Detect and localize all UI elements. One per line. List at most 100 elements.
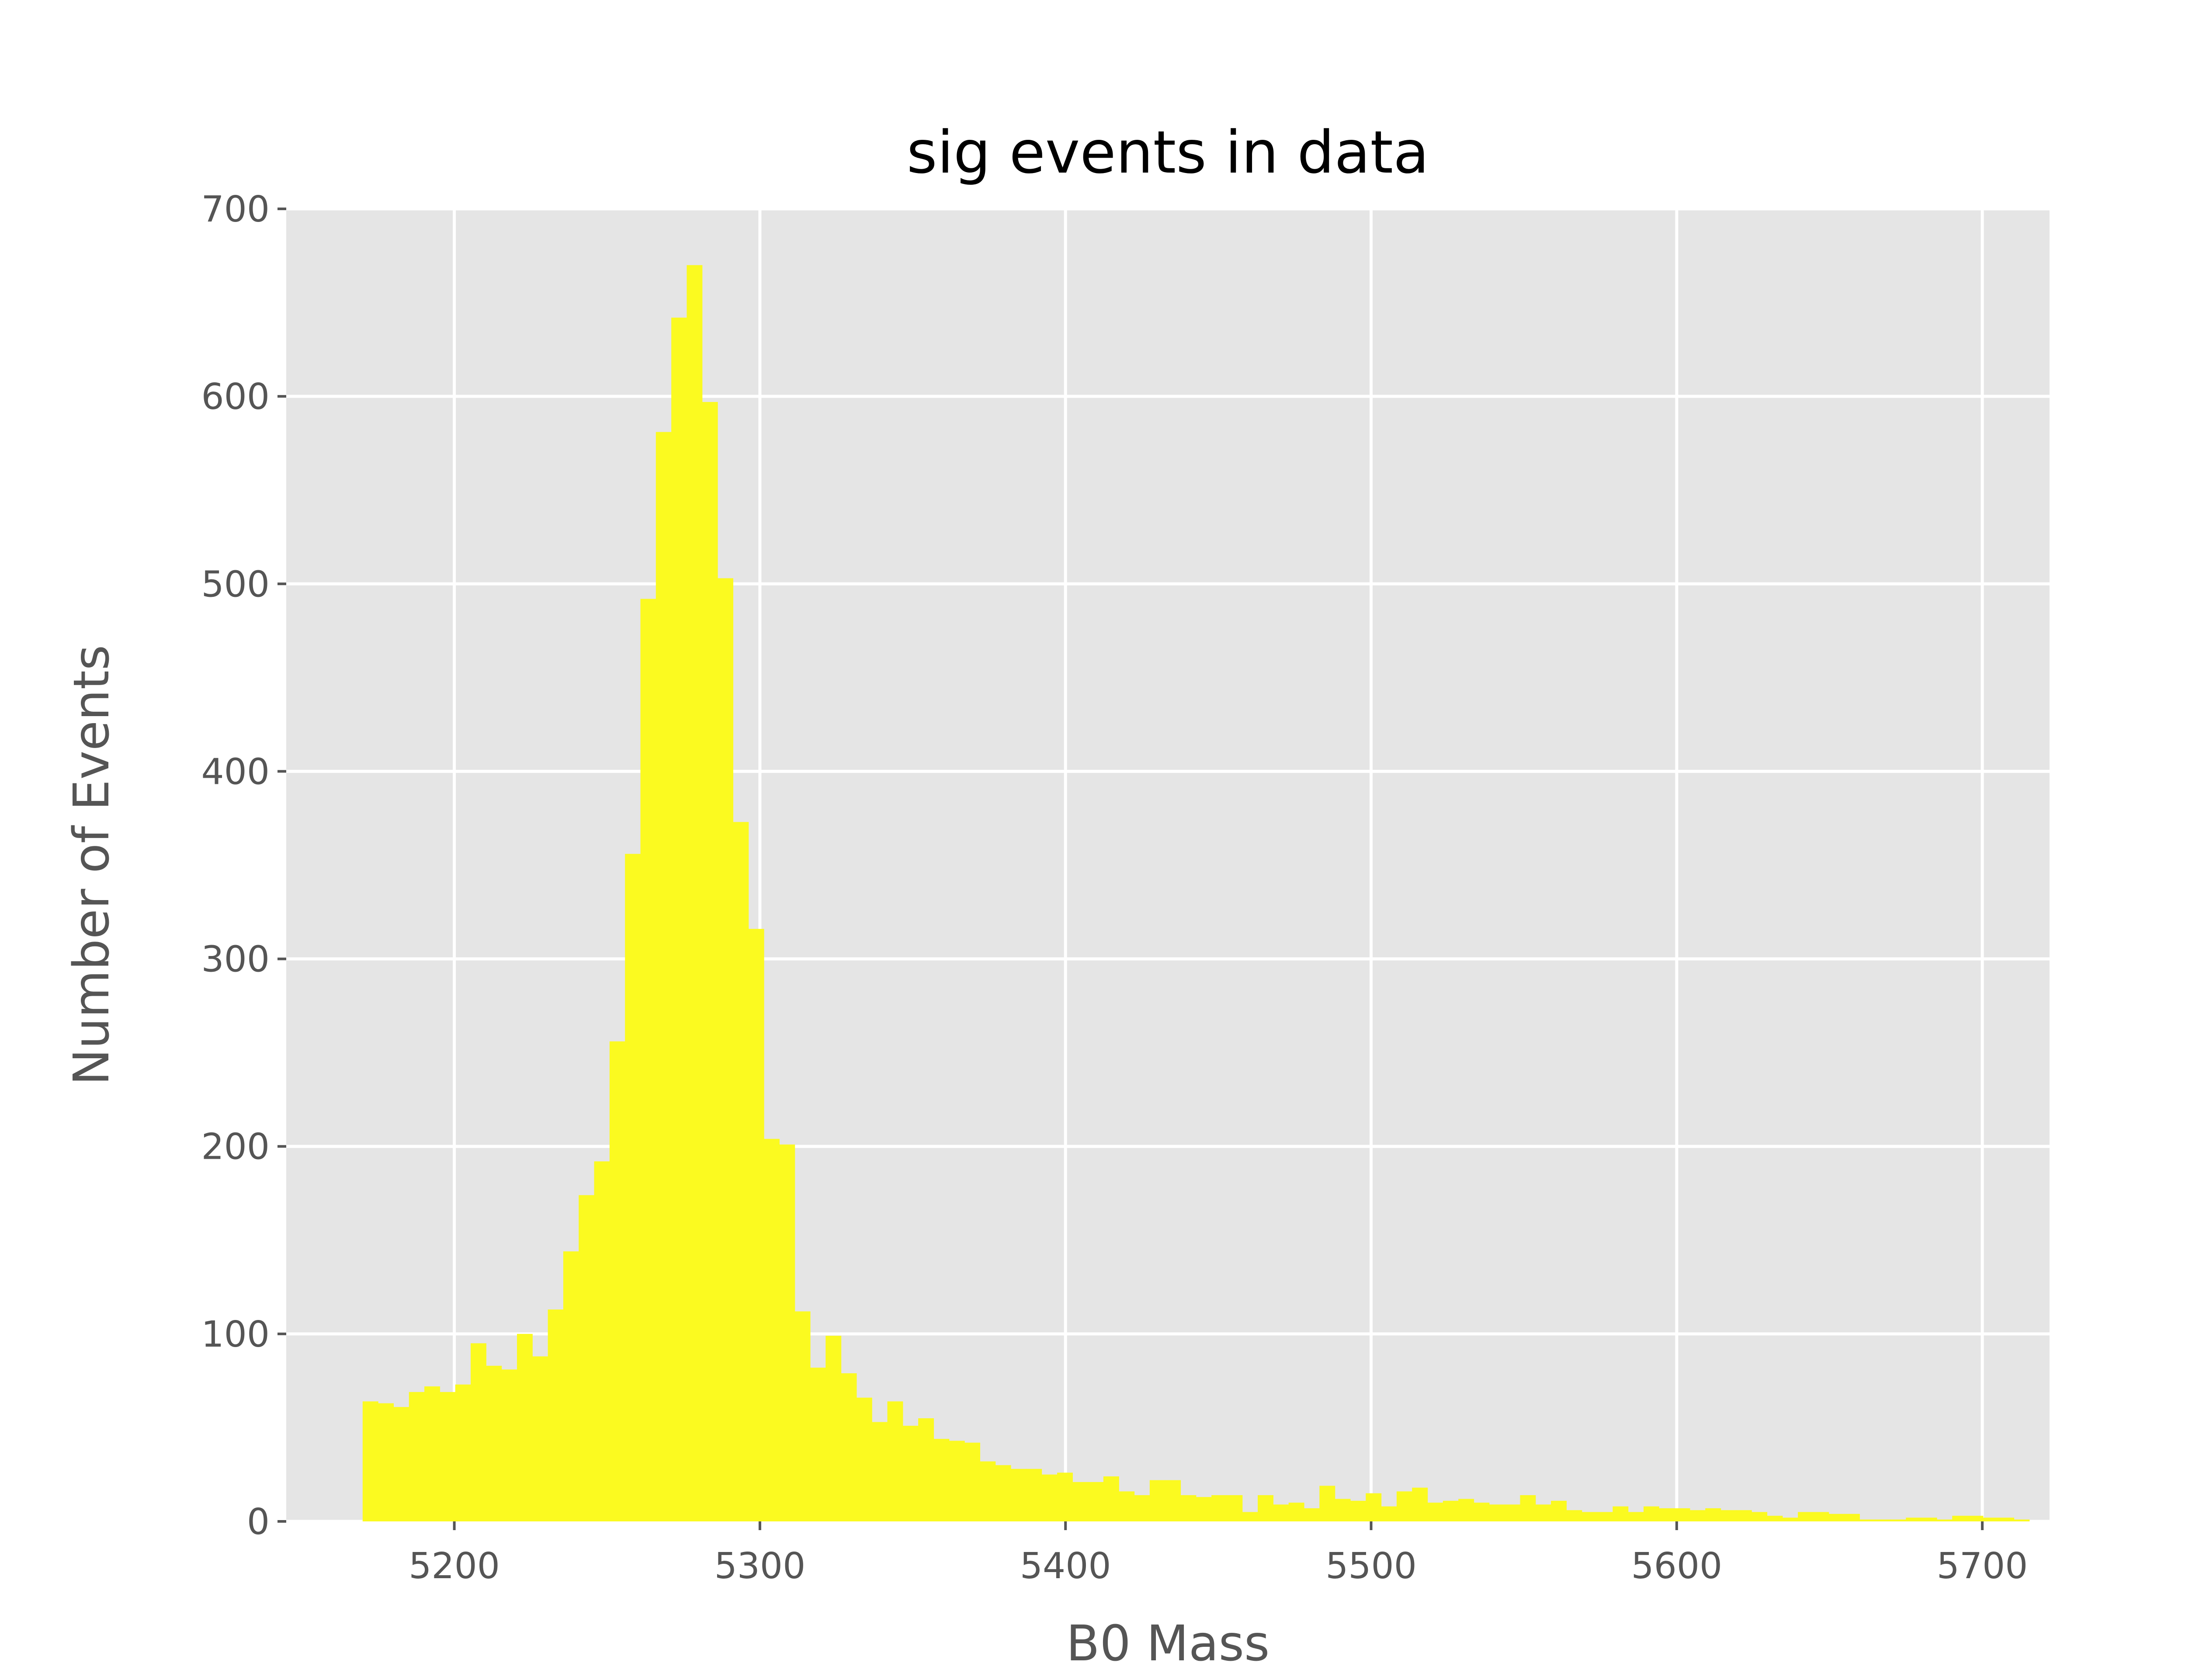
histogram-bar (1906, 1517, 1922, 1521)
histogram-bar (1767, 1516, 1783, 1521)
histogram-bar (517, 1334, 533, 1521)
histogram-bar (1828, 1514, 1845, 1521)
histogram-bar (1103, 1476, 1119, 1521)
histogram-bar (1859, 1519, 1876, 1521)
histogram-bar (393, 1407, 409, 1521)
histogram-bar (486, 1365, 502, 1521)
histogram-bar (640, 599, 656, 1521)
y-tick-label: 200 (201, 1126, 270, 1168)
histogram-bar (362, 1401, 378, 1521)
histogram-bar (1319, 1486, 1335, 1521)
histogram-bar (1535, 1504, 1551, 1521)
histogram-bar (378, 1403, 394, 1521)
histogram-bar (841, 1373, 857, 1521)
histogram-bar (1474, 1503, 1490, 1521)
histogram-bar (1643, 1506, 1659, 1521)
histogram-bar (1936, 1519, 1953, 1521)
y-tick-label: 500 (201, 564, 270, 605)
histogram-bar (856, 1397, 872, 1521)
histogram-bar (656, 432, 672, 1522)
histogram-bar (1165, 1480, 1181, 1521)
histogram-bar (609, 1041, 625, 1521)
histogram-bar (1967, 1516, 1984, 1521)
histogram-bar (471, 1343, 486, 1521)
x-tick-label: 5700 (1937, 1545, 2028, 1587)
histogram-bar (594, 1161, 610, 1521)
histogram-bar (887, 1401, 903, 1521)
histogram-bar (1751, 1512, 1768, 1521)
histogram-bar (794, 1311, 811, 1521)
histogram-bar (1119, 1491, 1135, 1521)
histogram-bar (1613, 1506, 1629, 1521)
histogram-bar (1196, 1497, 1212, 1521)
histogram-bar (1705, 1508, 1721, 1521)
histogram-bar (1227, 1495, 1243, 1521)
y-axis-label: Number of Events (63, 645, 120, 1085)
histogram-bar (1875, 1519, 1891, 1521)
histogram-bar (1720, 1510, 1737, 1521)
histogram-bar (1890, 1519, 1906, 1521)
histogram-bar (1057, 1472, 1073, 1521)
histogram-bars (362, 265, 2030, 1522)
histogram-bar (964, 1442, 981, 1521)
histogram-bar (1273, 1504, 1289, 1521)
histogram-bar (1597, 1512, 1613, 1521)
histogram-bar (1844, 1514, 1860, 1521)
histogram-bar (933, 1439, 950, 1521)
histogram-bar (1366, 1493, 1382, 1521)
y-tick-label: 100 (201, 1314, 270, 1355)
histogram-bar (1458, 1499, 1474, 1521)
histogram-bar (1134, 1495, 1150, 1521)
histogram-bar (1983, 1517, 1999, 1521)
histogram-bar (687, 265, 703, 1521)
y-tick-label: 400 (201, 751, 270, 793)
histogram-bar (733, 822, 749, 1521)
y-tick-label: 300 (201, 939, 270, 980)
histogram-bar (1211, 1495, 1228, 1521)
histogram-bar (1674, 1508, 1690, 1521)
histogram-bar (455, 1384, 471, 1521)
histogram-bar (548, 1309, 564, 1521)
histogram-bar (1566, 1510, 1582, 1521)
histogram-bar (918, 1418, 934, 1521)
histogram-bar (1412, 1487, 1428, 1521)
histogram-bar (872, 1422, 888, 1521)
histogram-bar (1551, 1500, 1567, 1521)
histogram-bar (1381, 1506, 1397, 1521)
y-tick-label: 700 (201, 189, 270, 230)
histogram-bar (1288, 1503, 1304, 1521)
histogram-bar (501, 1369, 517, 1521)
histogram-bar (779, 1144, 795, 1521)
histogram-bar (1026, 1469, 1042, 1521)
histogram-bar (1180, 1495, 1197, 1521)
histogram-bar (825, 1336, 842, 1521)
x-tick-label: 5600 (1631, 1545, 1723, 1587)
histogram-bar (980, 1461, 996, 1521)
histogram-bar (1798, 1512, 1814, 1521)
x-tick-label: 5200 (409, 1545, 500, 1587)
histogram-bar (702, 402, 718, 1522)
histogram-bar (1921, 1517, 1937, 1521)
histogram-bar (1689, 1510, 1706, 1521)
histogram-bar (1659, 1508, 1675, 1521)
histogram-bar (1427, 1503, 1443, 1521)
histogram-bar (1952, 1516, 1968, 1521)
histogram-bar (1304, 1508, 1320, 1521)
histogram-bar (1072, 1482, 1089, 1521)
histogram-bar (748, 928, 764, 1521)
histogram-bar (409, 1392, 425, 1521)
histogram-bar (625, 854, 641, 1521)
histogram-bar (1041, 1474, 1058, 1521)
histogram-bar (532, 1356, 548, 1521)
histogram-bar (764, 1139, 780, 1521)
histogram-bar (902, 1426, 919, 1521)
x-tick-label: 5500 (1325, 1545, 1417, 1587)
histogram-bar (424, 1386, 440, 1521)
chart-title: sig events in data (907, 118, 1429, 187)
histogram-bar (1396, 1491, 1412, 1521)
histogram-bar (2014, 1519, 2030, 1521)
histogram-bar (1149, 1480, 1165, 1521)
histogram-bar (1582, 1512, 1598, 1521)
